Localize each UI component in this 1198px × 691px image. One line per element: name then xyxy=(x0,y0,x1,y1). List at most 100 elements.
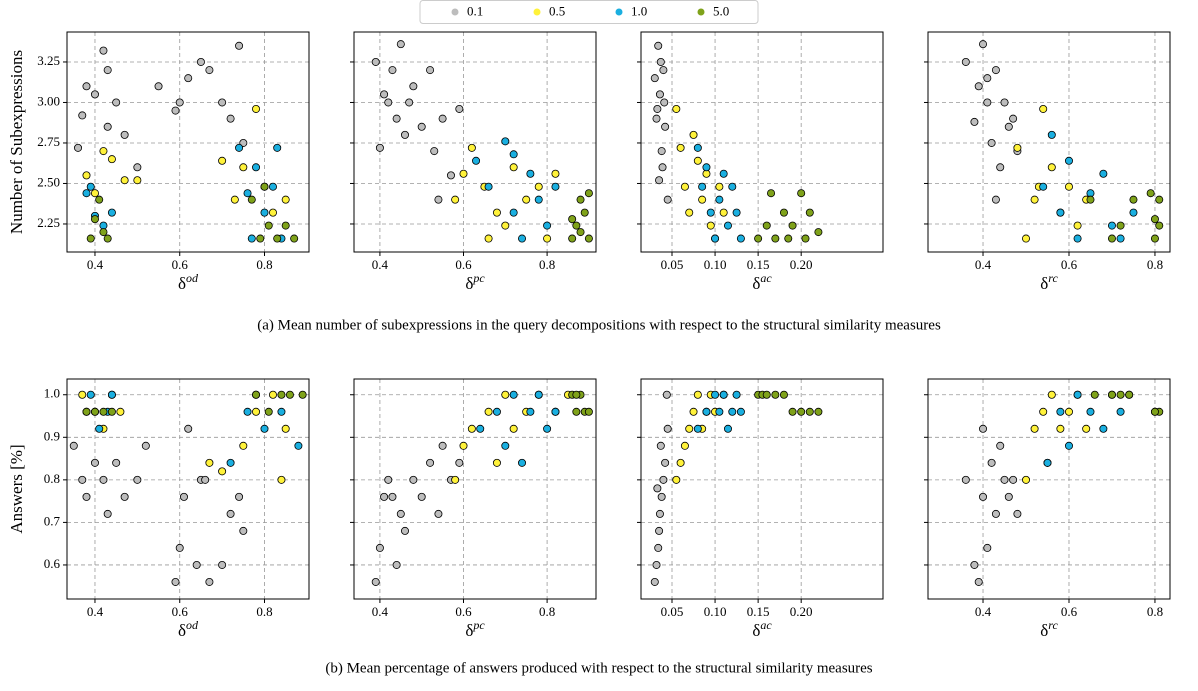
point xyxy=(656,57,665,66)
point xyxy=(1064,407,1073,416)
point xyxy=(226,458,235,467)
point xyxy=(1022,234,1031,243)
point xyxy=(239,163,248,172)
point xyxy=(1064,441,1073,450)
point xyxy=(979,40,988,49)
point xyxy=(1116,234,1125,243)
point xyxy=(400,526,409,535)
point xyxy=(534,195,543,204)
x-axis-label-sup: od xyxy=(186,271,199,285)
point xyxy=(120,176,129,185)
point xyxy=(658,163,667,172)
point xyxy=(396,40,405,49)
point xyxy=(987,138,996,147)
point xyxy=(660,98,669,107)
point xyxy=(693,143,702,152)
x-tick-label: 0.8 xyxy=(539,257,555,272)
point xyxy=(509,424,518,433)
point xyxy=(205,458,214,467)
point xyxy=(78,111,87,120)
point xyxy=(979,424,988,433)
point xyxy=(90,90,99,99)
point xyxy=(175,98,184,107)
legend-marker xyxy=(615,8,623,16)
point xyxy=(430,147,439,156)
point xyxy=(784,234,793,243)
point xyxy=(90,407,99,416)
point xyxy=(218,156,227,165)
point xyxy=(264,221,273,230)
x-tick-label: 0.4 xyxy=(372,604,389,619)
point xyxy=(78,475,87,484)
point xyxy=(1129,195,1138,204)
point xyxy=(572,407,581,416)
point xyxy=(788,221,797,230)
point xyxy=(247,234,256,243)
point xyxy=(1056,208,1065,217)
point xyxy=(526,169,535,178)
point xyxy=(99,147,108,156)
point xyxy=(235,41,244,50)
point xyxy=(509,150,518,159)
point xyxy=(268,208,277,217)
point xyxy=(661,458,670,467)
point xyxy=(82,171,91,180)
point xyxy=(1047,130,1056,139)
x-axis-label-sup: ac xyxy=(760,271,772,285)
point xyxy=(698,182,707,191)
point xyxy=(294,441,303,450)
point xyxy=(501,441,510,450)
point xyxy=(184,424,193,433)
point xyxy=(99,475,108,484)
y-tick-label: 3.25 xyxy=(37,53,60,68)
x-tick-label: 0.8 xyxy=(1147,604,1163,619)
point xyxy=(693,156,702,165)
point xyxy=(685,424,694,433)
x-axis-label: δod xyxy=(178,618,199,640)
point xyxy=(434,509,443,518)
legend-marker xyxy=(533,8,541,16)
point xyxy=(1150,407,1159,416)
point xyxy=(380,90,389,99)
point xyxy=(179,492,188,501)
point xyxy=(239,526,248,535)
point xyxy=(715,407,724,416)
point xyxy=(509,208,518,217)
point xyxy=(484,407,493,416)
point xyxy=(702,163,711,172)
x-axis-label: δpc xyxy=(465,618,485,640)
point xyxy=(78,390,87,399)
point xyxy=(655,90,664,99)
point xyxy=(235,143,244,152)
point xyxy=(409,82,418,91)
point xyxy=(551,169,560,178)
point xyxy=(576,228,585,237)
point xyxy=(74,143,83,152)
point xyxy=(1082,424,1091,433)
point xyxy=(657,492,666,501)
x-axis-label: δac xyxy=(752,271,772,293)
plot-frame xyxy=(640,378,884,600)
y-tick-label: 0.8 xyxy=(44,471,60,486)
point xyxy=(661,122,670,131)
point xyxy=(192,560,201,569)
y-tick-label: 2.50 xyxy=(37,174,60,189)
point xyxy=(719,208,728,217)
point xyxy=(974,577,983,586)
point xyxy=(451,195,460,204)
point xyxy=(501,390,510,399)
point xyxy=(526,407,535,416)
point xyxy=(680,441,689,450)
point xyxy=(723,221,732,230)
x-tick-label: 0.10 xyxy=(704,604,727,619)
point xyxy=(95,424,104,433)
point xyxy=(551,182,560,191)
point xyxy=(551,407,560,416)
point xyxy=(732,390,741,399)
point xyxy=(1039,407,1048,416)
point xyxy=(779,208,788,217)
point xyxy=(522,195,531,204)
point xyxy=(281,424,290,433)
point xyxy=(388,66,397,75)
point xyxy=(652,114,661,123)
